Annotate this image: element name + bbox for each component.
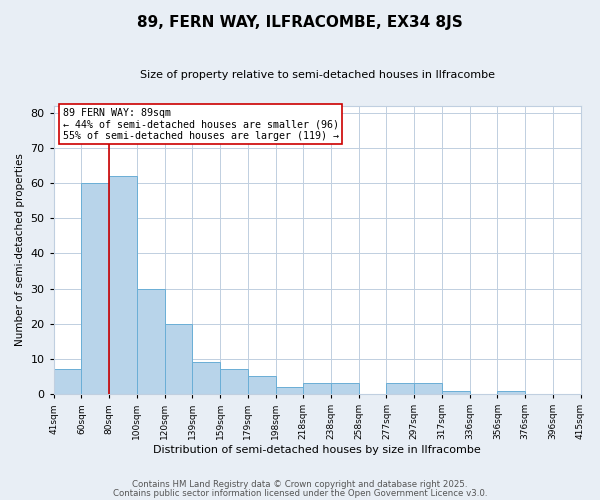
Title: Size of property relative to semi-detached houses in Ilfracombe: Size of property relative to semi-detach… — [140, 70, 494, 80]
Text: 89, FERN WAY, ILFRACOMBE, EX34 8JS: 89, FERN WAY, ILFRACOMBE, EX34 8JS — [137, 15, 463, 30]
Bar — [164, 324, 193, 394]
Bar — [248, 376, 275, 394]
Y-axis label: Number of semi-detached properties: Number of semi-detached properties — [15, 154, 25, 346]
Text: 89 FERN WAY: 89sqm
← 44% of semi-detached houses are smaller (96)
55% of semi-de: 89 FERN WAY: 89sqm ← 44% of semi-detache… — [62, 108, 338, 140]
Bar — [82, 183, 109, 394]
Bar — [414, 384, 442, 394]
Bar — [109, 176, 137, 394]
Text: Contains HM Land Registry data © Crown copyright and database right 2025.: Contains HM Land Registry data © Crown c… — [132, 480, 468, 489]
Bar — [137, 288, 164, 394]
Bar — [303, 384, 331, 394]
Bar — [442, 390, 470, 394]
Bar — [193, 362, 220, 394]
Bar — [386, 384, 414, 394]
Bar — [331, 384, 359, 394]
Bar — [275, 387, 303, 394]
Bar — [54, 370, 82, 394]
Bar — [497, 390, 525, 394]
Text: Contains public sector information licensed under the Open Government Licence v3: Contains public sector information licen… — [113, 488, 487, 498]
Bar — [220, 370, 248, 394]
X-axis label: Distribution of semi-detached houses by size in Ilfracombe: Distribution of semi-detached houses by … — [153, 445, 481, 455]
